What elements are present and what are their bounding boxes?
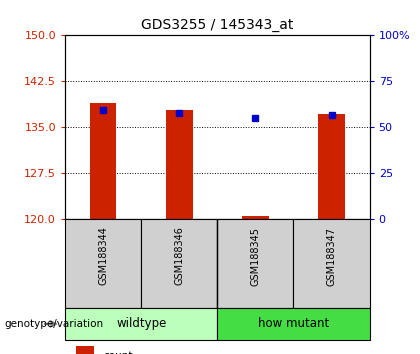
Text: GSM188346: GSM188346 — [174, 227, 184, 285]
Bar — [294, 219, 370, 308]
Text: count: count — [103, 351, 133, 354]
Bar — [141, 219, 218, 308]
Text: GSM188347: GSM188347 — [326, 227, 336, 286]
Bar — [218, 219, 294, 308]
Text: wildtype: wildtype — [116, 318, 166, 330]
Bar — [318, 114, 345, 219]
Text: GSM188344: GSM188344 — [98, 227, 108, 285]
Bar — [166, 110, 193, 219]
Bar — [76, 346, 94, 354]
Bar — [218, 308, 370, 340]
Bar — [90, 103, 116, 219]
Text: GSM188345: GSM188345 — [250, 227, 260, 286]
Title: GDS3255 / 145343_at: GDS3255 / 145343_at — [141, 18, 294, 32]
Bar — [242, 216, 269, 219]
Bar — [65, 219, 141, 308]
Text: how mutant: how mutant — [258, 318, 329, 330]
Text: genotype/variation: genotype/variation — [4, 319, 103, 329]
Bar — [65, 308, 218, 340]
